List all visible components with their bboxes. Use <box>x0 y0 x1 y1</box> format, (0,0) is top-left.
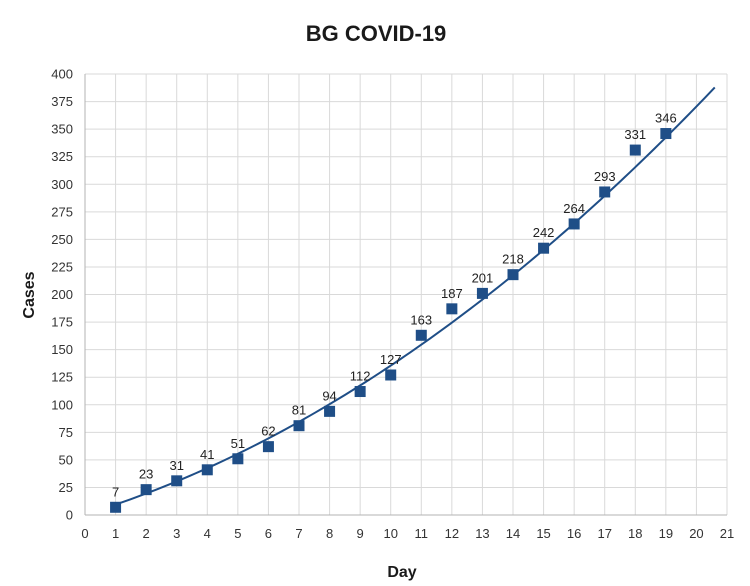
y-tick-label: 150 <box>51 342 73 357</box>
x-axis-ticks: 0 1 2 3 4 5 6 7 8 9 10 11 12 13 14 15 16 17 18 19 20 21 <box>81 526 734 541</box>
data-point <box>140 484 152 496</box>
data-label: 218 <box>502 252 524 267</box>
x-tick-label: 1 <box>112 526 119 541</box>
x-tick-label: 17 <box>597 526 611 541</box>
y-tick-label: 0 <box>66 508 73 523</box>
data-label: 242 <box>533 225 555 240</box>
data-point <box>110 501 122 513</box>
data-point <box>629 144 641 156</box>
data-points <box>110 128 672 513</box>
x-axis-label: Day <box>387 564 416 581</box>
data-point <box>293 420 305 432</box>
x-tick-label: 5 <box>234 526 241 541</box>
x-tick-label: 12 <box>445 526 459 541</box>
y-tick-label: 300 <box>51 177 73 192</box>
data-label: 51 <box>231 436 245 451</box>
x-tick-label: 0 <box>81 526 88 541</box>
y-tick-label: 75 <box>59 425 73 440</box>
x-tick-label: 3 <box>173 526 180 541</box>
data-point <box>660 128 672 140</box>
data-point <box>415 329 427 341</box>
data-point <box>354 386 366 398</box>
y-tick-label: 275 <box>51 204 73 219</box>
data-label: 41 <box>200 447 214 462</box>
x-tick-label: 16 <box>567 526 581 541</box>
data-point <box>324 405 336 417</box>
x-tick-label: 19 <box>659 526 673 541</box>
x-tick-label: 2 <box>143 526 150 541</box>
data-label: 264 <box>563 201 585 216</box>
y-tick-label: 250 <box>51 232 73 247</box>
x-tick-label: 13 <box>475 526 489 541</box>
x-tick-label: 20 <box>689 526 703 541</box>
data-label: 331 <box>624 127 646 142</box>
y-tick-label: 25 <box>59 480 73 495</box>
chart-title: BG COVID-19 <box>306 21 447 46</box>
x-tick-label: 21 <box>720 526 734 541</box>
data-labels: 7 23 31 41 51 62 81 94 112 127 163 187 201 218 242 264 2… <box>112 111 677 500</box>
y-tick-label: 375 <box>51 94 73 109</box>
x-tick-label: 11 <box>415 526 429 541</box>
axes <box>84 74 727 516</box>
y-axis-label: Cases <box>21 271 38 318</box>
x-tick-label: 6 <box>265 526 272 541</box>
data-point <box>262 441 274 453</box>
data-point <box>232 453 244 465</box>
data-label: 23 <box>139 467 153 482</box>
data-label: 163 <box>410 312 432 327</box>
data-point <box>171 475 183 487</box>
x-tick-label: 14 <box>506 526 520 541</box>
data-label: 346 <box>655 111 677 126</box>
y-tick-label: 200 <box>51 287 73 302</box>
trendline <box>115 86 716 506</box>
data-point <box>568 218 580 230</box>
x-tick-label: 7 <box>295 526 302 541</box>
data-label: 7 <box>112 484 119 499</box>
data-label: 293 <box>594 169 616 184</box>
data-label: 94 <box>322 388 336 403</box>
y-tick-label: 400 <box>51 67 73 82</box>
y-tick-label: 50 <box>59 452 73 467</box>
x-tick-label: 18 <box>628 526 642 541</box>
x-tick-label: 9 <box>357 526 364 541</box>
data-point <box>201 464 213 476</box>
x-tick-label: 15 <box>536 526 550 541</box>
data-label: 201 <box>472 270 494 285</box>
data-point <box>599 186 611 198</box>
data-label: 31 <box>169 458 183 473</box>
data-point <box>385 369 397 381</box>
data-point <box>476 287 488 299</box>
y-tick-label: 125 <box>51 370 73 385</box>
x-tick-label: 4 <box>204 526 211 541</box>
y-tick-label: 325 <box>51 149 73 164</box>
y-tick-label: 350 <box>51 122 73 137</box>
data-point <box>507 269 519 281</box>
y-tick-label: 100 <box>51 397 73 412</box>
data-point <box>538 242 550 254</box>
y-tick-label: 175 <box>51 315 73 330</box>
data-label: 62 <box>261 424 275 439</box>
data-label: 81 <box>292 403 306 418</box>
data-label: 187 <box>441 286 463 301</box>
y-axis-ticks: 0 25 50 75 100 125 150 175 200 225 250 275 300 325 350… <box>51 67 73 523</box>
y-tick-label: 225 <box>51 259 73 274</box>
data-label: 127 <box>380 352 402 367</box>
data-label: 112 <box>350 369 371 384</box>
x-tick-label: 10 <box>383 526 397 541</box>
data-point <box>446 303 458 315</box>
x-tick-label: 8 <box>326 526 333 541</box>
